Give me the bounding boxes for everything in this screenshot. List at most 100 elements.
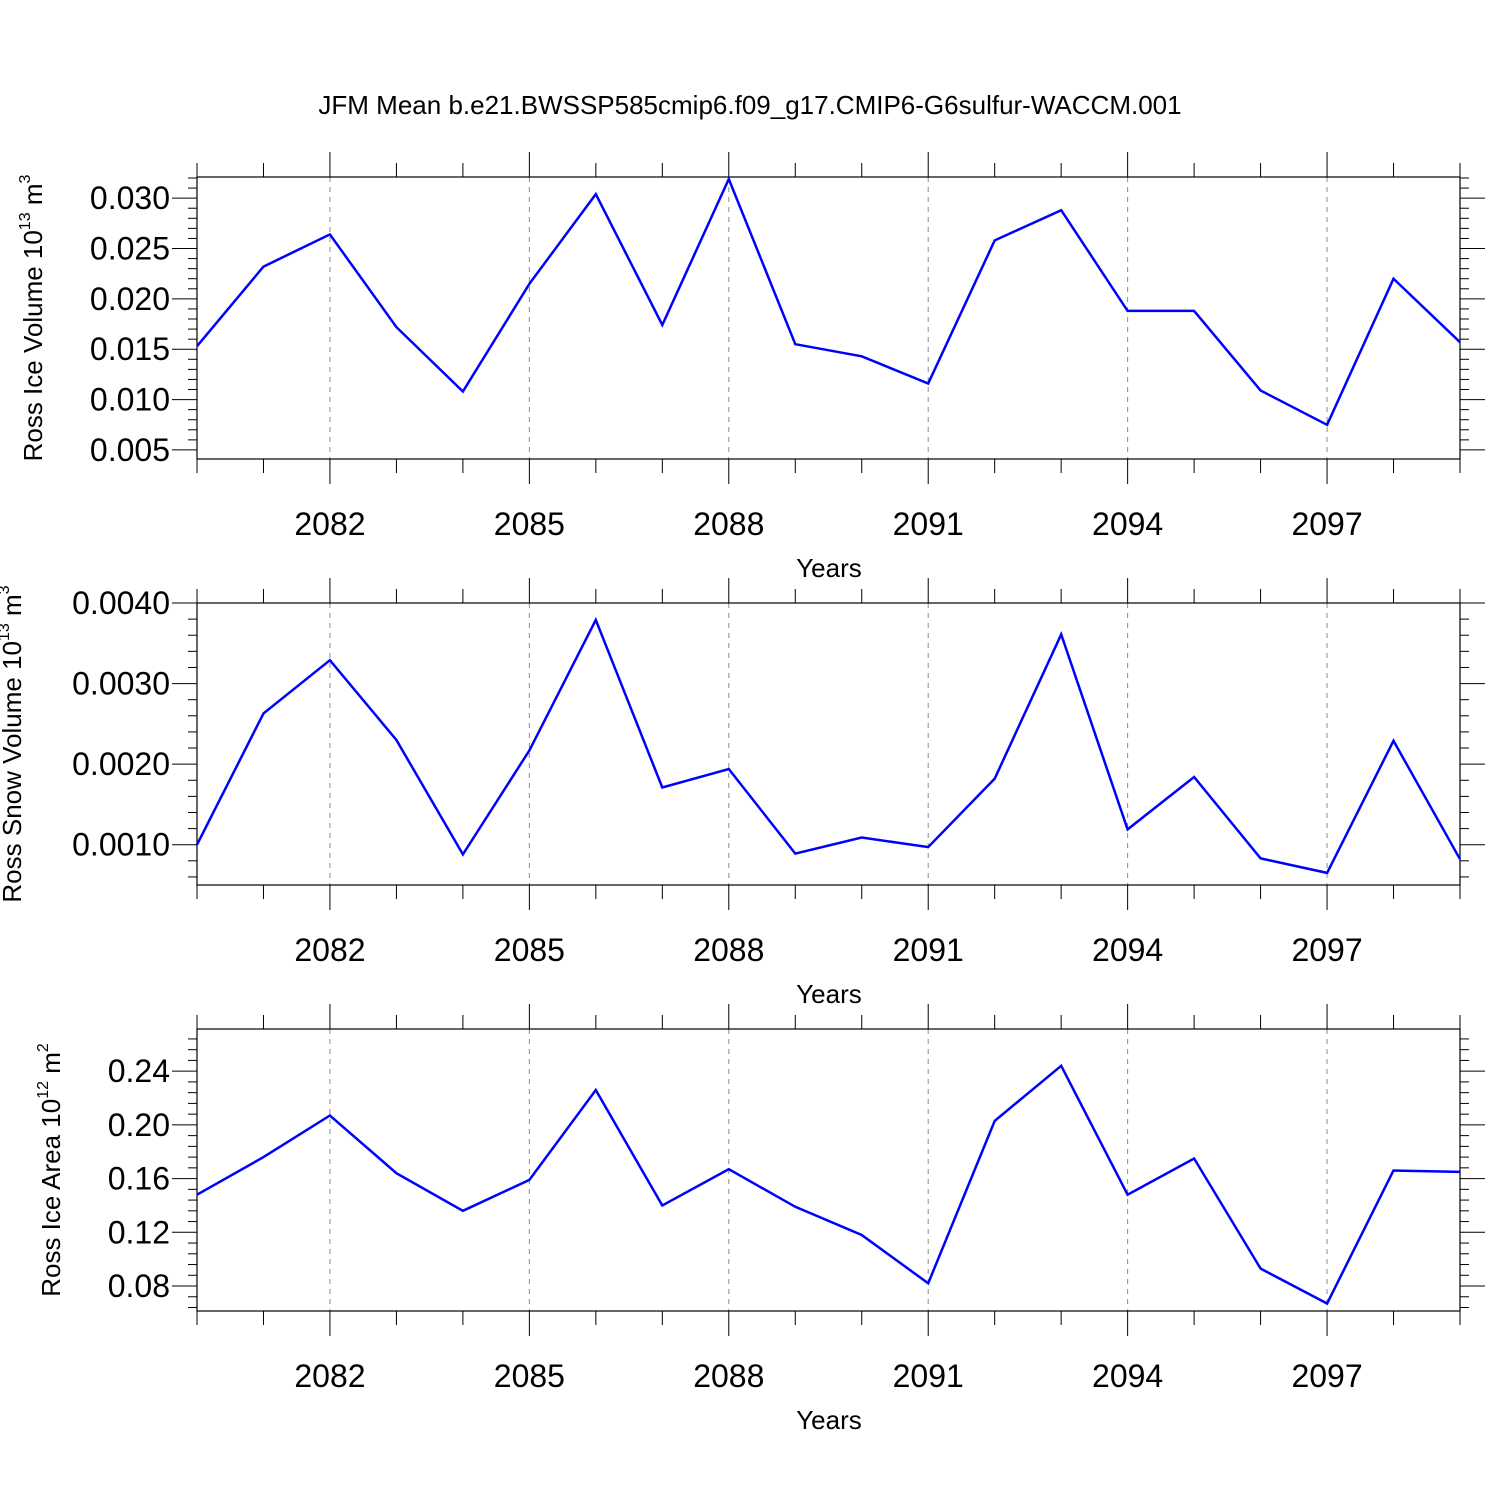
x-axis-label: Years bbox=[796, 979, 862, 1009]
data-point bbox=[1060, 209, 1062, 211]
data-point bbox=[196, 844, 198, 846]
data-point bbox=[994, 1120, 996, 1122]
data-point bbox=[661, 787, 663, 789]
data-point bbox=[262, 1156, 264, 1158]
x-tick-label: 2082 bbox=[294, 1358, 365, 1394]
y-tick-label: 0.0010 bbox=[72, 827, 170, 863]
data-point bbox=[595, 1089, 597, 1091]
data-point bbox=[395, 1172, 397, 1174]
data-point bbox=[927, 846, 929, 848]
x-tick-label: 2097 bbox=[1291, 1358, 1362, 1394]
y-tick-label: 0.025 bbox=[90, 231, 170, 267]
x-tick-label: 2088 bbox=[693, 506, 764, 542]
snow-volume-panel: Years Ross Snow Volume 1013 m3 0.0010 0.0… bbox=[0, 578, 1485, 1009]
x-tick-label: 2088 bbox=[693, 932, 764, 968]
data-point bbox=[728, 768, 730, 770]
data-point bbox=[262, 266, 264, 268]
x-tick-label: 2085 bbox=[494, 1358, 565, 1394]
data-point bbox=[1060, 633, 1062, 635]
data-point bbox=[1127, 310, 1129, 312]
data-point bbox=[462, 1210, 464, 1212]
data-line bbox=[196, 175, 1461, 427]
x-tick-label: 2097 bbox=[1291, 506, 1362, 542]
y-tick-label: 0.0020 bbox=[72, 746, 170, 782]
y-tick-label: 0.08 bbox=[108, 1268, 170, 1304]
data-point bbox=[661, 324, 663, 326]
y-tick-label: 0.20 bbox=[108, 1107, 170, 1143]
data-point bbox=[794, 1206, 796, 1208]
data-point bbox=[1326, 424, 1328, 426]
data-point bbox=[1193, 1157, 1195, 1159]
x-tick-label: 2094 bbox=[1092, 1358, 1163, 1394]
y-tick-label: 0.0040 bbox=[72, 585, 170, 621]
data-point bbox=[994, 778, 996, 780]
x-tick-label: 2085 bbox=[494, 506, 565, 542]
data-point bbox=[262, 712, 264, 714]
x-tick-label: 2082 bbox=[294, 506, 365, 542]
x-tick-label: 2094 bbox=[1092, 506, 1163, 542]
x-tick-label: 2091 bbox=[893, 506, 964, 542]
plot-frame bbox=[196, 176, 1461, 460]
data-point bbox=[196, 345, 198, 347]
plot-frame bbox=[196, 602, 1461, 886]
data-point bbox=[595, 193, 597, 195]
data-point bbox=[462, 391, 464, 393]
plot-frame bbox=[196, 1028, 1461, 1312]
data-point bbox=[395, 739, 397, 741]
data-point bbox=[1393, 740, 1395, 742]
x-tick-label: 2088 bbox=[693, 1358, 764, 1394]
y-tick-label: 0.010 bbox=[90, 382, 170, 418]
y-axis-label: Ross Snow Volume 1013 m3 bbox=[0, 585, 27, 902]
data-point bbox=[794, 343, 796, 345]
x-tick-label: 2085 bbox=[494, 932, 565, 968]
data-point bbox=[462, 853, 464, 855]
y-axis-label: Ross Ice Area 1012 m2 bbox=[35, 1043, 66, 1297]
data-point bbox=[1127, 1194, 1129, 1196]
data-point bbox=[861, 355, 863, 357]
data-point bbox=[1193, 310, 1195, 312]
y-axis-label: Ross Ice Volume 1013 m3 bbox=[17, 174, 48, 461]
y-tick-label: 0.005 bbox=[90, 432, 170, 468]
data-point bbox=[329, 659, 331, 661]
x-tick-label: 2091 bbox=[893, 932, 964, 968]
data-point bbox=[861, 1234, 863, 1236]
data-point bbox=[794, 853, 796, 855]
y-tick-label: 0.030 bbox=[90, 180, 170, 216]
data-point bbox=[1459, 341, 1461, 343]
data-point bbox=[1260, 390, 1262, 392]
data-point bbox=[595, 619, 597, 621]
y-tick-label: 0.12 bbox=[108, 1214, 170, 1250]
data-point bbox=[1260, 1268, 1262, 1270]
data-point bbox=[927, 382, 929, 384]
ice-area-panel: Years Ross Ice Area 1012 m2 0.08 0.12 0.16… bbox=[35, 1004, 1485, 1435]
data-point bbox=[1326, 872, 1328, 874]
y-tick-label: 0.015 bbox=[90, 331, 170, 367]
y-tick-label: 0.24 bbox=[108, 1053, 170, 1089]
data-point bbox=[728, 1168, 730, 1170]
data-point bbox=[395, 326, 397, 328]
data-point bbox=[1193, 776, 1195, 778]
data-point bbox=[528, 1179, 530, 1181]
data-point bbox=[1459, 1171, 1461, 1173]
data-point bbox=[1060, 1065, 1062, 1067]
x-tick-label: 2097 bbox=[1291, 932, 1362, 968]
data-point bbox=[1326, 1302, 1328, 1304]
data-point bbox=[1260, 857, 1262, 859]
data-point bbox=[329, 1114, 331, 1116]
data-point bbox=[196, 1194, 198, 1196]
x-tick-label: 2082 bbox=[294, 932, 365, 968]
data-point bbox=[528, 283, 530, 285]
data-point bbox=[861, 836, 863, 838]
data-line bbox=[195, 616, 1462, 875]
data-point bbox=[1393, 1170, 1395, 1172]
x-tick-label: 2091 bbox=[893, 1358, 964, 1394]
data-point bbox=[661, 1204, 663, 1206]
data-point bbox=[994, 239, 996, 241]
data-point bbox=[927, 1282, 929, 1284]
data-point bbox=[728, 178, 730, 180]
data-point bbox=[329, 233, 331, 235]
x-axis-label: Years bbox=[796, 1405, 862, 1435]
y-tick-label: 0.0030 bbox=[72, 666, 170, 702]
data-point bbox=[1459, 858, 1461, 860]
